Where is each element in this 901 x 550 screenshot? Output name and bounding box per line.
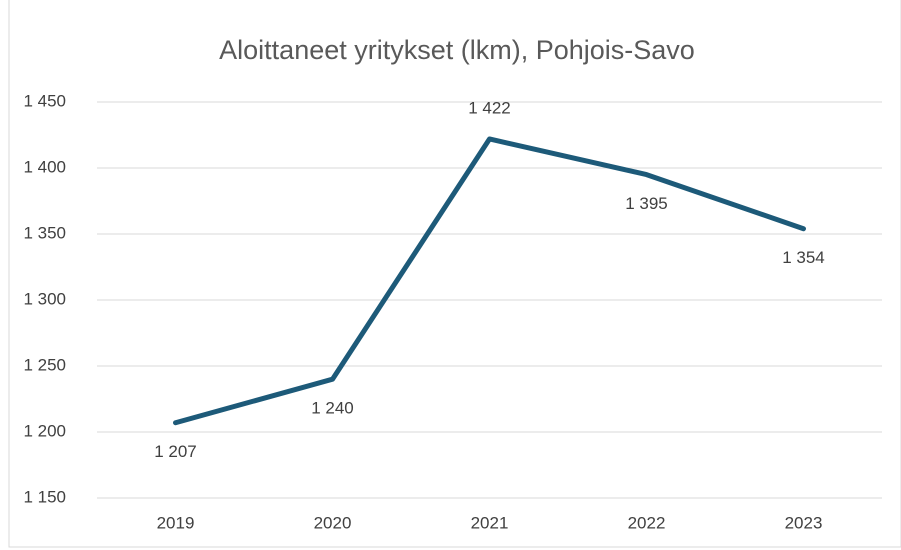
- data-label: 1 422: [468, 98, 511, 117]
- chart-title: Aloittaneet yritykset (lkm), Pohjois-Sav…: [219, 35, 695, 65]
- data-label: 1 395: [625, 194, 668, 213]
- y-tick-label: 1 450: [23, 91, 66, 110]
- y-tick-label: 1 150: [23, 487, 66, 506]
- x-tick-label: 2023: [785, 513, 823, 532]
- y-tick-label: 1 200: [23, 421, 66, 440]
- y-tick-label: 1 300: [23, 289, 66, 308]
- data-label: 1 207: [154, 442, 197, 461]
- data-line: [173, 136, 806, 426]
- chart-frame: [8, 0, 901, 548]
- x-tick-label: 2021: [471, 513, 509, 532]
- data-label: 1 354: [782, 248, 825, 267]
- data-label: 1 240: [311, 399, 354, 418]
- x-tick-label: 2019: [157, 513, 195, 532]
- x-tick-label: 2020: [314, 513, 352, 532]
- y-tick-label: 1 350: [23, 223, 66, 242]
- x-tick-label: 2022: [628, 513, 666, 532]
- y-tick-label: 1 250: [23, 355, 66, 374]
- y-tick-label: 1 400: [23, 157, 66, 176]
